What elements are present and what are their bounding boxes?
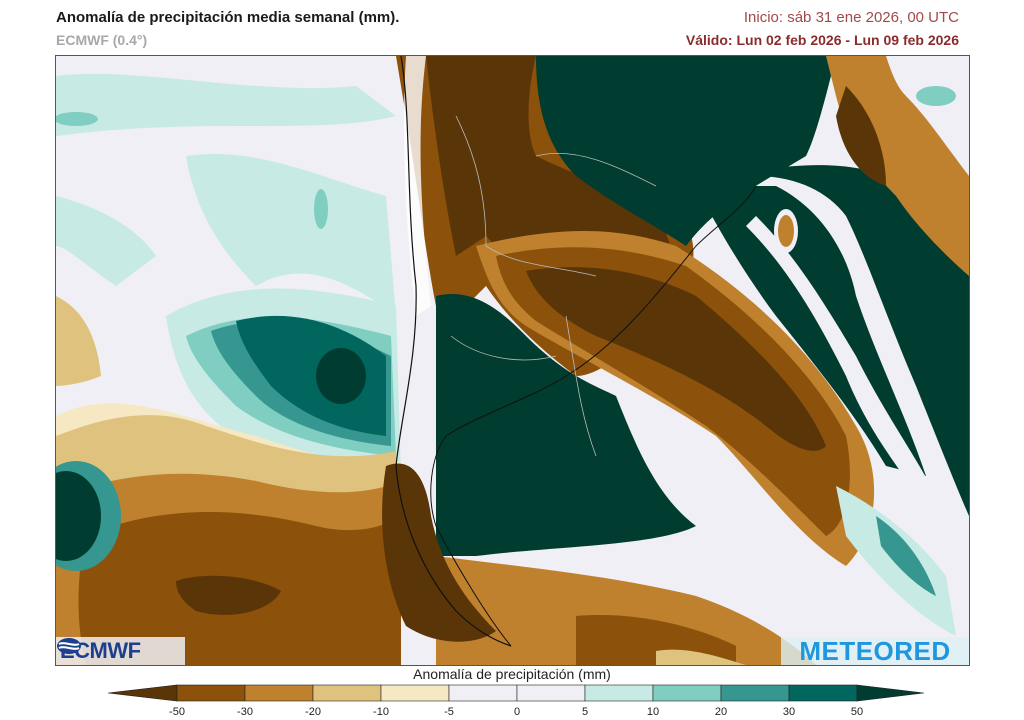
colorbar-tick: 20 bbox=[714, 706, 728, 718]
model-label: ECMWF (0.4°) bbox=[56, 32, 148, 48]
ecmwf-wave-icon bbox=[57, 638, 81, 654]
colorbar-tick: 5 bbox=[581, 706, 589, 718]
valid-period: Válido: Lun 02 feb 2026 - Lun 09 feb 202… bbox=[685, 32, 959, 48]
colorbar-tick: -20 bbox=[305, 706, 321, 718]
map-field bbox=[56, 56, 969, 665]
colorbar-tick: -50 bbox=[169, 706, 185, 718]
meteored-logo: METEORED bbox=[781, 635, 969, 666]
init-time: Inicio: sáb 31 ene 2026, 00 UTC bbox=[743, 9, 959, 26]
colorbar-tick: -30 bbox=[237, 706, 253, 718]
colorbar bbox=[108, 684, 924, 702]
colorbar-tick: -5 bbox=[444, 706, 454, 718]
meteored-logo-text: METEORED bbox=[799, 635, 951, 666]
colorbar-tick: 50 bbox=[850, 706, 864, 718]
map-title: Anomalía de precipitación media semanal … bbox=[56, 9, 400, 26]
ecmwf-logo: ECMWF bbox=[56, 637, 185, 665]
colorbar-tick: 30 bbox=[782, 706, 796, 718]
colorbar-title: Anomalía de precipitación (mm) bbox=[413, 666, 611, 682]
precipitation-anomaly-map: ECMWF METEORED bbox=[55, 55, 970, 666]
colorbar-tick: -10 bbox=[373, 706, 389, 718]
colorbar-tick: 0 bbox=[513, 706, 521, 718]
colorbar-tick: 10 bbox=[646, 706, 660, 718]
